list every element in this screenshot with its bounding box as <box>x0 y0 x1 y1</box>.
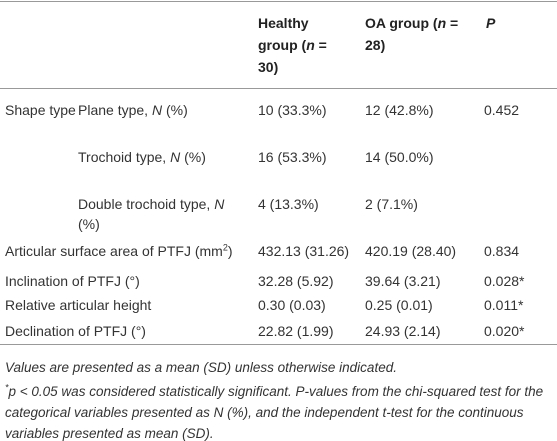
healthy-value: 10 (33.3%) <box>258 102 327 118</box>
healthy-value: 22.82 (1.99) <box>258 323 334 339</box>
row-sublabel: Plane type, N (%) <box>78 100 238 120</box>
text-part: OA group ( <box>365 15 438 31</box>
top-rule <box>0 1 557 2</box>
text-part: N <box>151 102 163 118</box>
text-part: p < 0.05 was considered statistically si… <box>5 384 544 441</box>
text-part: (%) <box>162 102 188 118</box>
p-value: 0.011* <box>484 297 524 313</box>
text-part: Values are presented as a mean (SD) unle… <box>5 360 397 375</box>
text-part: (%) <box>78 216 100 232</box>
text-part: Trochoid type, <box>78 149 171 165</box>
oa-value: 0.25 (0.01) <box>365 297 433 313</box>
text-part: n <box>437 15 447 31</box>
row-sublabel: Double trochoid type, N (%) <box>78 194 238 234</box>
text-part: Double trochoid type, <box>78 196 215 212</box>
text-part: N <box>214 196 225 212</box>
healthy-value: 32.28 (5.92) <box>258 273 334 289</box>
row-label: Inclination of PTFJ (°) <box>5 273 140 289</box>
oa-value: 14 (50.0%) <box>365 149 434 165</box>
footnote: Values are presented as a mean (SD) unle… <box>5 357 553 378</box>
oa-value: 2 (7.1%) <box>365 196 418 212</box>
row-sublabel: Trochoid type, N (%) <box>78 147 238 167</box>
header-rule <box>0 88 557 89</box>
oa-value: 420.19 (28.40) <box>365 243 457 259</box>
text-part: 2 <box>222 242 228 253</box>
row-label: Declination of PTFJ (°) <box>5 323 146 339</box>
text-part: n <box>306 37 315 53</box>
row-label: Shape type <box>5 102 76 118</box>
healthy-value: 16 (53.3%) <box>258 149 327 165</box>
text-part: = 28) <box>365 15 459 53</box>
text-part: * <box>5 382 9 393</box>
healthy-value: 0.30 (0.03) <box>258 297 326 313</box>
row-label: Relative articular height <box>5 297 152 313</box>
p-value: 0.020* <box>484 323 525 339</box>
column-header: P <box>486 12 526 34</box>
oa-value: 39.64 (3.21) <box>365 273 441 289</box>
oa-value: 12 (42.8%) <box>365 102 434 118</box>
p-value: 0.028* <box>484 273 525 289</box>
p-value: 0.834 <box>484 243 520 259</box>
healthy-value: 432.13 (31.26) <box>258 243 350 259</box>
text-part: Articular surface area of PTFJ (mm <box>5 243 223 259</box>
text-part: Plane type, <box>78 102 152 118</box>
text-part: N <box>170 149 181 165</box>
text-part: Healthy group ( <box>258 15 309 53</box>
column-header: Healthy group (n = 30) <box>258 12 338 78</box>
text-part: (%) <box>180 149 206 165</box>
column-header: OA group (n = 28) <box>365 12 475 56</box>
row-label: Articular surface area of PTFJ (mm2) <box>5 241 265 261</box>
oa-value: 24.93 (2.14) <box>365 323 441 339</box>
text-part: = 30) <box>258 37 327 75</box>
text-part: ) <box>227 243 233 259</box>
p-value: 0.452 <box>484 102 520 118</box>
healthy-value: 4 (13.3%) <box>258 196 319 212</box>
bottom-rule <box>0 344 557 345</box>
footnote: *p < 0.05 was considered statistically s… <box>5 381 553 441</box>
text-part: P <box>486 15 496 31</box>
